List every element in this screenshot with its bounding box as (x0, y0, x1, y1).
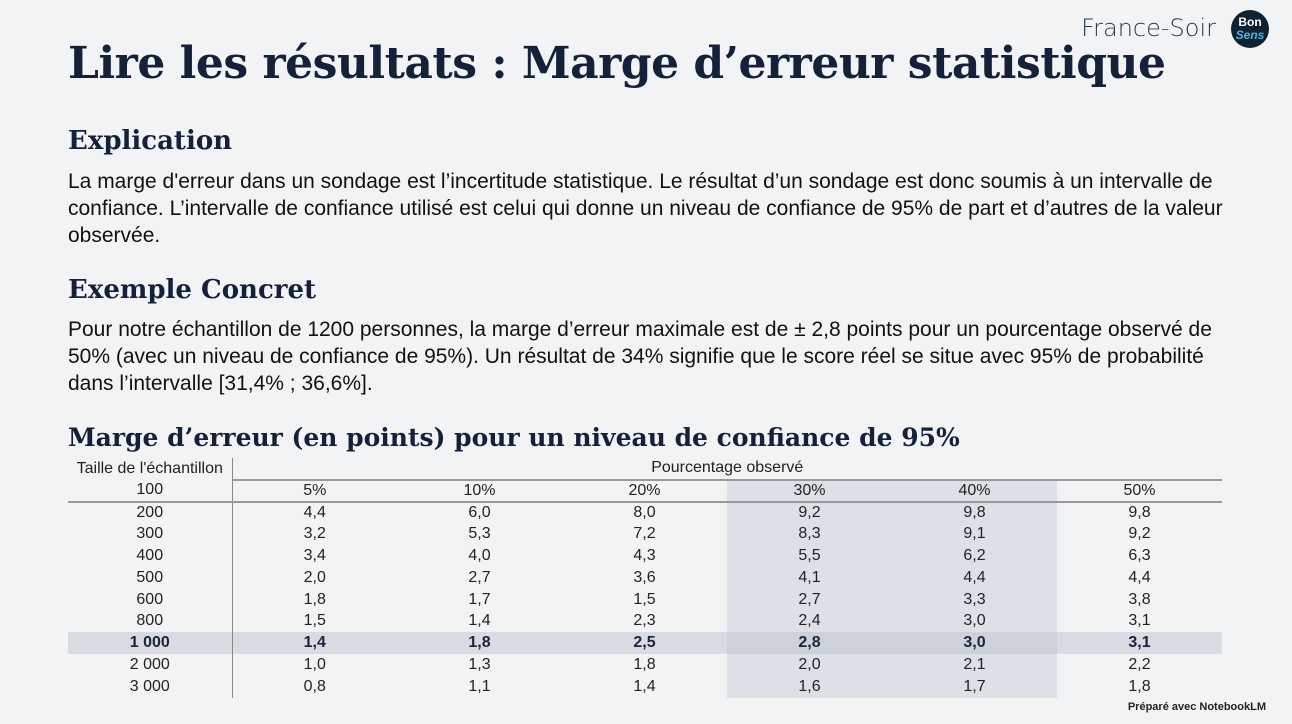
column-header-row: 100 5% 10% 20% 30% 40% 50% (68, 479, 1222, 503)
table-cell: 4,4 (303, 503, 326, 521)
section-text: Pour notre échantillon de 1200 personnes… (68, 318, 1212, 395)
table-cell: 1,1 (468, 677, 491, 695)
brand-left: France (1081, 14, 1161, 42)
table-cell: 1,5 (303, 612, 326, 630)
table-cell: 1,8 (633, 656, 656, 674)
table-cell: 2,1 (892, 654, 1057, 676)
table-row: 3 000 0,8 1,1 1,4 1,6 1,7 1,8 (68, 675, 1222, 698)
footer-credit: Préparé avec NotebookLM (1127, 701, 1266, 713)
table-cell: 6,0 (468, 503, 491, 521)
table-cell: 1,5 (633, 590, 656, 608)
table-cell: 4,3 (633, 547, 656, 565)
table-cell: 2,0 (727, 654, 892, 676)
section-heading: Explication (68, 126, 233, 156)
table-cell: 2,5 (562, 632, 727, 655)
sample-size: 3 000 (68, 675, 233, 698)
table-cell: 2,7 (727, 588, 892, 611)
table-cell: 1,7 (892, 675, 1057, 698)
table-cell: 1,4 (232, 632, 397, 655)
column-header: 5% (232, 479, 397, 503)
table-cell: 1,8 (303, 590, 326, 608)
table-row: 800 1,5 1,4 2,3 2,4 3,0 3,1 (68, 610, 1222, 633)
logo-top: Bon (1238, 15, 1262, 29)
table-cell: 2,4 (727, 610, 892, 633)
table-row: 2 000 1,0 1,3 1,8 2,0 2,1 2,2 (68, 654, 1222, 676)
brand-right: Soir (1169, 14, 1216, 42)
table-cell: 7,2 (633, 525, 656, 543)
table-cell: 8,3 (727, 523, 892, 546)
column-group-header: Pourcentage observé (232, 458, 1222, 481)
table-cell: 1,7 (468, 590, 491, 608)
table-row: 300 3,2 5,3 7,2 8,3 9,1 9,2 (68, 523, 1222, 546)
table-cell: 3,4 (303, 547, 326, 565)
sample-size: 500 (68, 566, 233, 589)
column-header: 20% (562, 479, 727, 503)
table-cell: 6,2 (892, 545, 1057, 567)
column-header: 30% (727, 479, 892, 503)
table-cell: 9,8 (892, 501, 1057, 524)
table-cell: 9,2 (727, 501, 892, 524)
brand-dash: - (1160, 14, 1170, 42)
table-cell: 2,7 (468, 568, 491, 586)
table-cell: 9,8 (1128, 503, 1151, 521)
table-cell: 9,1 (892, 523, 1057, 546)
column-header: 40% (892, 479, 1057, 503)
table-row: 500 2,0 2,7 3,6 4,1 4,4 4,4 (68, 566, 1222, 589)
table-cell: 9,2 (1128, 525, 1151, 543)
sample-size: 300 (68, 523, 233, 546)
sample-size: 400 (68, 545, 233, 567)
sample-size: 600 (68, 588, 233, 611)
table-cell: 3,3 (892, 588, 1057, 611)
page-title: Lire les résultats : Marge d’erreur stat… (68, 38, 1166, 89)
table-cell: 2,8 (727, 632, 892, 655)
table-cell: 2,2 (1128, 656, 1151, 674)
table-cell: 1,4 (633, 677, 656, 695)
sample-size: 800 (68, 610, 233, 633)
row-label: 100 (68, 479, 233, 503)
column-header: 50% (1057, 479, 1222, 503)
column-header: 10% (397, 479, 562, 503)
row-header: Taille de l'échantillon (68, 458, 233, 480)
table-cell: 2,3 (633, 612, 656, 630)
table-cell: 3,1 (1057, 632, 1222, 655)
table-row: 1 000 1,4 1,8 2,5 2,8 3,0 3,1 (68, 632, 1222, 655)
table-row: 400 3,4 4,0 4,3 5,5 6,2 6,3 (68, 545, 1222, 567)
table-cell: 1,6 (727, 675, 892, 698)
bon-sens-logo: Bon Sens (1231, 10, 1269, 48)
table-cell: 4,0 (468, 547, 491, 565)
sample-size: 1 000 (68, 632, 233, 655)
section-heading: Exemple Concret (68, 275, 317, 305)
table-cell: 1,0 (303, 656, 326, 674)
table-title: Marge d’erreur (en points) pour un nivea… (68, 423, 960, 452)
section-text: La marge d'erreur dans un sondage est l’… (68, 170, 1223, 247)
table-cell: 0,8 (303, 677, 326, 695)
table-cell: 5,5 (727, 545, 892, 567)
table-cell: 1,8 (397, 632, 562, 655)
table-cell: 6,3 (1128, 547, 1151, 565)
table-cell: 1,8 (1128, 677, 1151, 695)
sample-size: 2 000 (68, 654, 233, 676)
logo-bottom: Sens (1235, 28, 1265, 42)
sample-size: 200 (68, 501, 233, 524)
table-cell: 1,3 (468, 656, 491, 674)
table-cell: 3,0 (892, 632, 1057, 655)
table-cell: 3,8 (1128, 590, 1151, 608)
table-cell: 4,4 (1128, 568, 1151, 586)
margin-error-table: Taille de l'échantillon Pourcentage obser… (68, 458, 1222, 698)
table-cell: 3,6 (633, 568, 656, 586)
table-row: 200 4,4 6,0 8,0 9,2 9,8 9,8 (68, 501, 1222, 524)
table-cell: 2,0 (303, 568, 326, 586)
table-cell: 5,3 (468, 525, 491, 543)
table-row: 600 1,8 1,7 1,5 2,7 3,3 3,8 (68, 588, 1222, 611)
table-cell: 4,4 (892, 566, 1057, 589)
table-cell: 3,2 (303, 525, 326, 543)
table-cell: 1,4 (468, 612, 491, 630)
table-cell: 3,0 (892, 610, 1057, 633)
brand-france-soir: France-Soir (1081, 14, 1216, 42)
table-cell: 3,1 (1128, 612, 1151, 630)
table-cell: 8,0 (633, 503, 656, 521)
table-cell: 4,1 (727, 566, 892, 589)
